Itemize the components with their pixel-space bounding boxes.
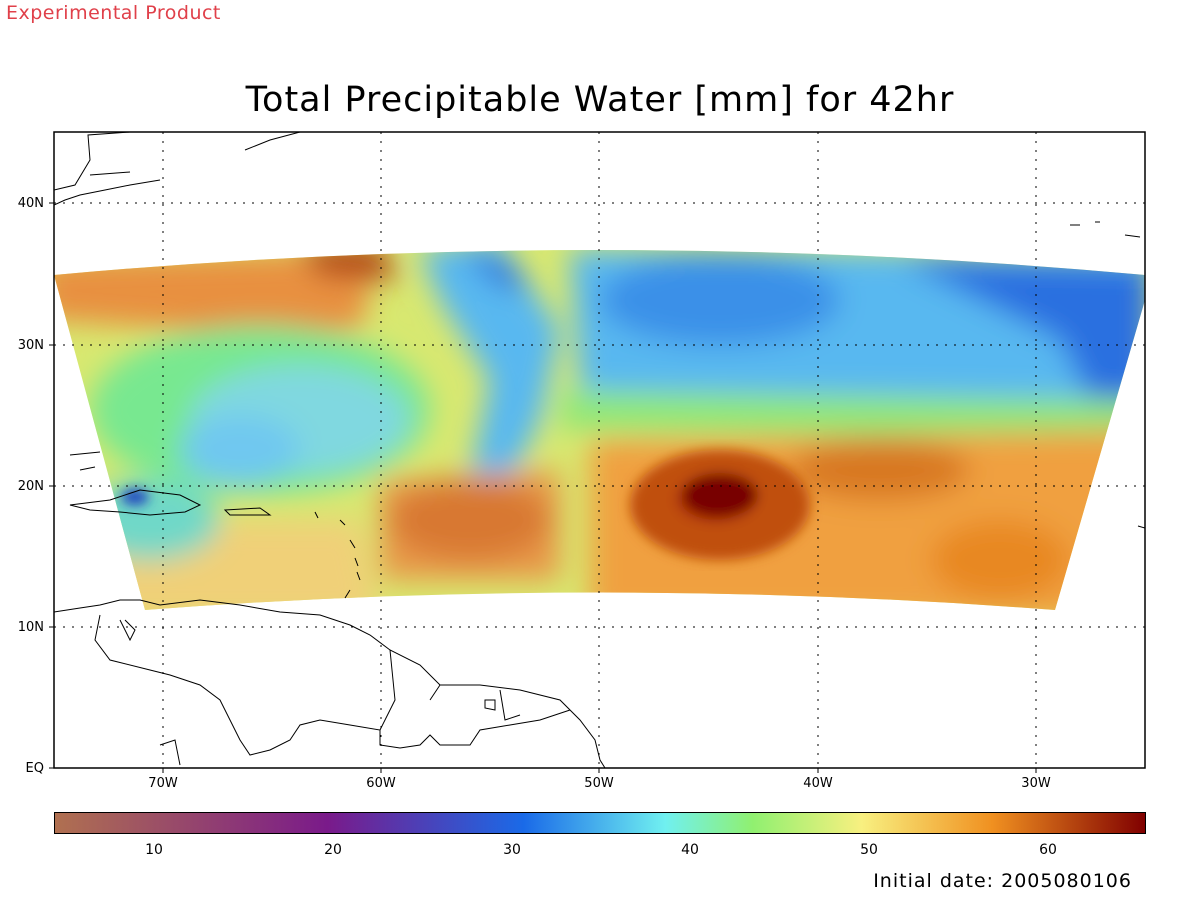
axis-ticks bbox=[49, 202, 1037, 773]
coastlines bbox=[54, 132, 1145, 768]
lat-label-20n: 20N bbox=[17, 479, 44, 494]
experimental-product-banner: Experimental Product bbox=[6, 2, 221, 24]
graticule bbox=[54, 132, 1145, 768]
colorbar-label-50: 50 bbox=[860, 842, 878, 858]
lat-label-30n: 30N bbox=[17, 338, 44, 353]
colorbar-label-30: 30 bbox=[503, 842, 521, 858]
lon-label-50w: 50W bbox=[584, 776, 614, 791]
water-vapor-field bbox=[54, 250, 1145, 610]
colorbar-label-60: 60 bbox=[1039, 842, 1057, 858]
lat-label-10n: 10N bbox=[17, 620, 44, 635]
precipitable-water-map bbox=[49, 131, 1146, 773]
lat-label-40n: 40N bbox=[17, 196, 44, 211]
colorbar-label-20: 20 bbox=[324, 842, 342, 858]
colorbar-label-40: 40 bbox=[681, 842, 699, 858]
lat-label-eq: EQ bbox=[25, 761, 44, 776]
colorbar bbox=[54, 812, 1146, 834]
lon-label-70w: 70W bbox=[148, 776, 178, 791]
lon-label-40w: 40W bbox=[803, 776, 833, 791]
map-title: Total Precipitable Water [mm] for 42hr bbox=[245, 80, 955, 120]
initial-date: Initial date: 2005080106 bbox=[873, 870, 1132, 892]
colorbar-label-10: 10 bbox=[145, 842, 163, 858]
lon-label-30w: 30W bbox=[1021, 776, 1051, 791]
lon-label-60w: 60W bbox=[366, 776, 396, 791]
